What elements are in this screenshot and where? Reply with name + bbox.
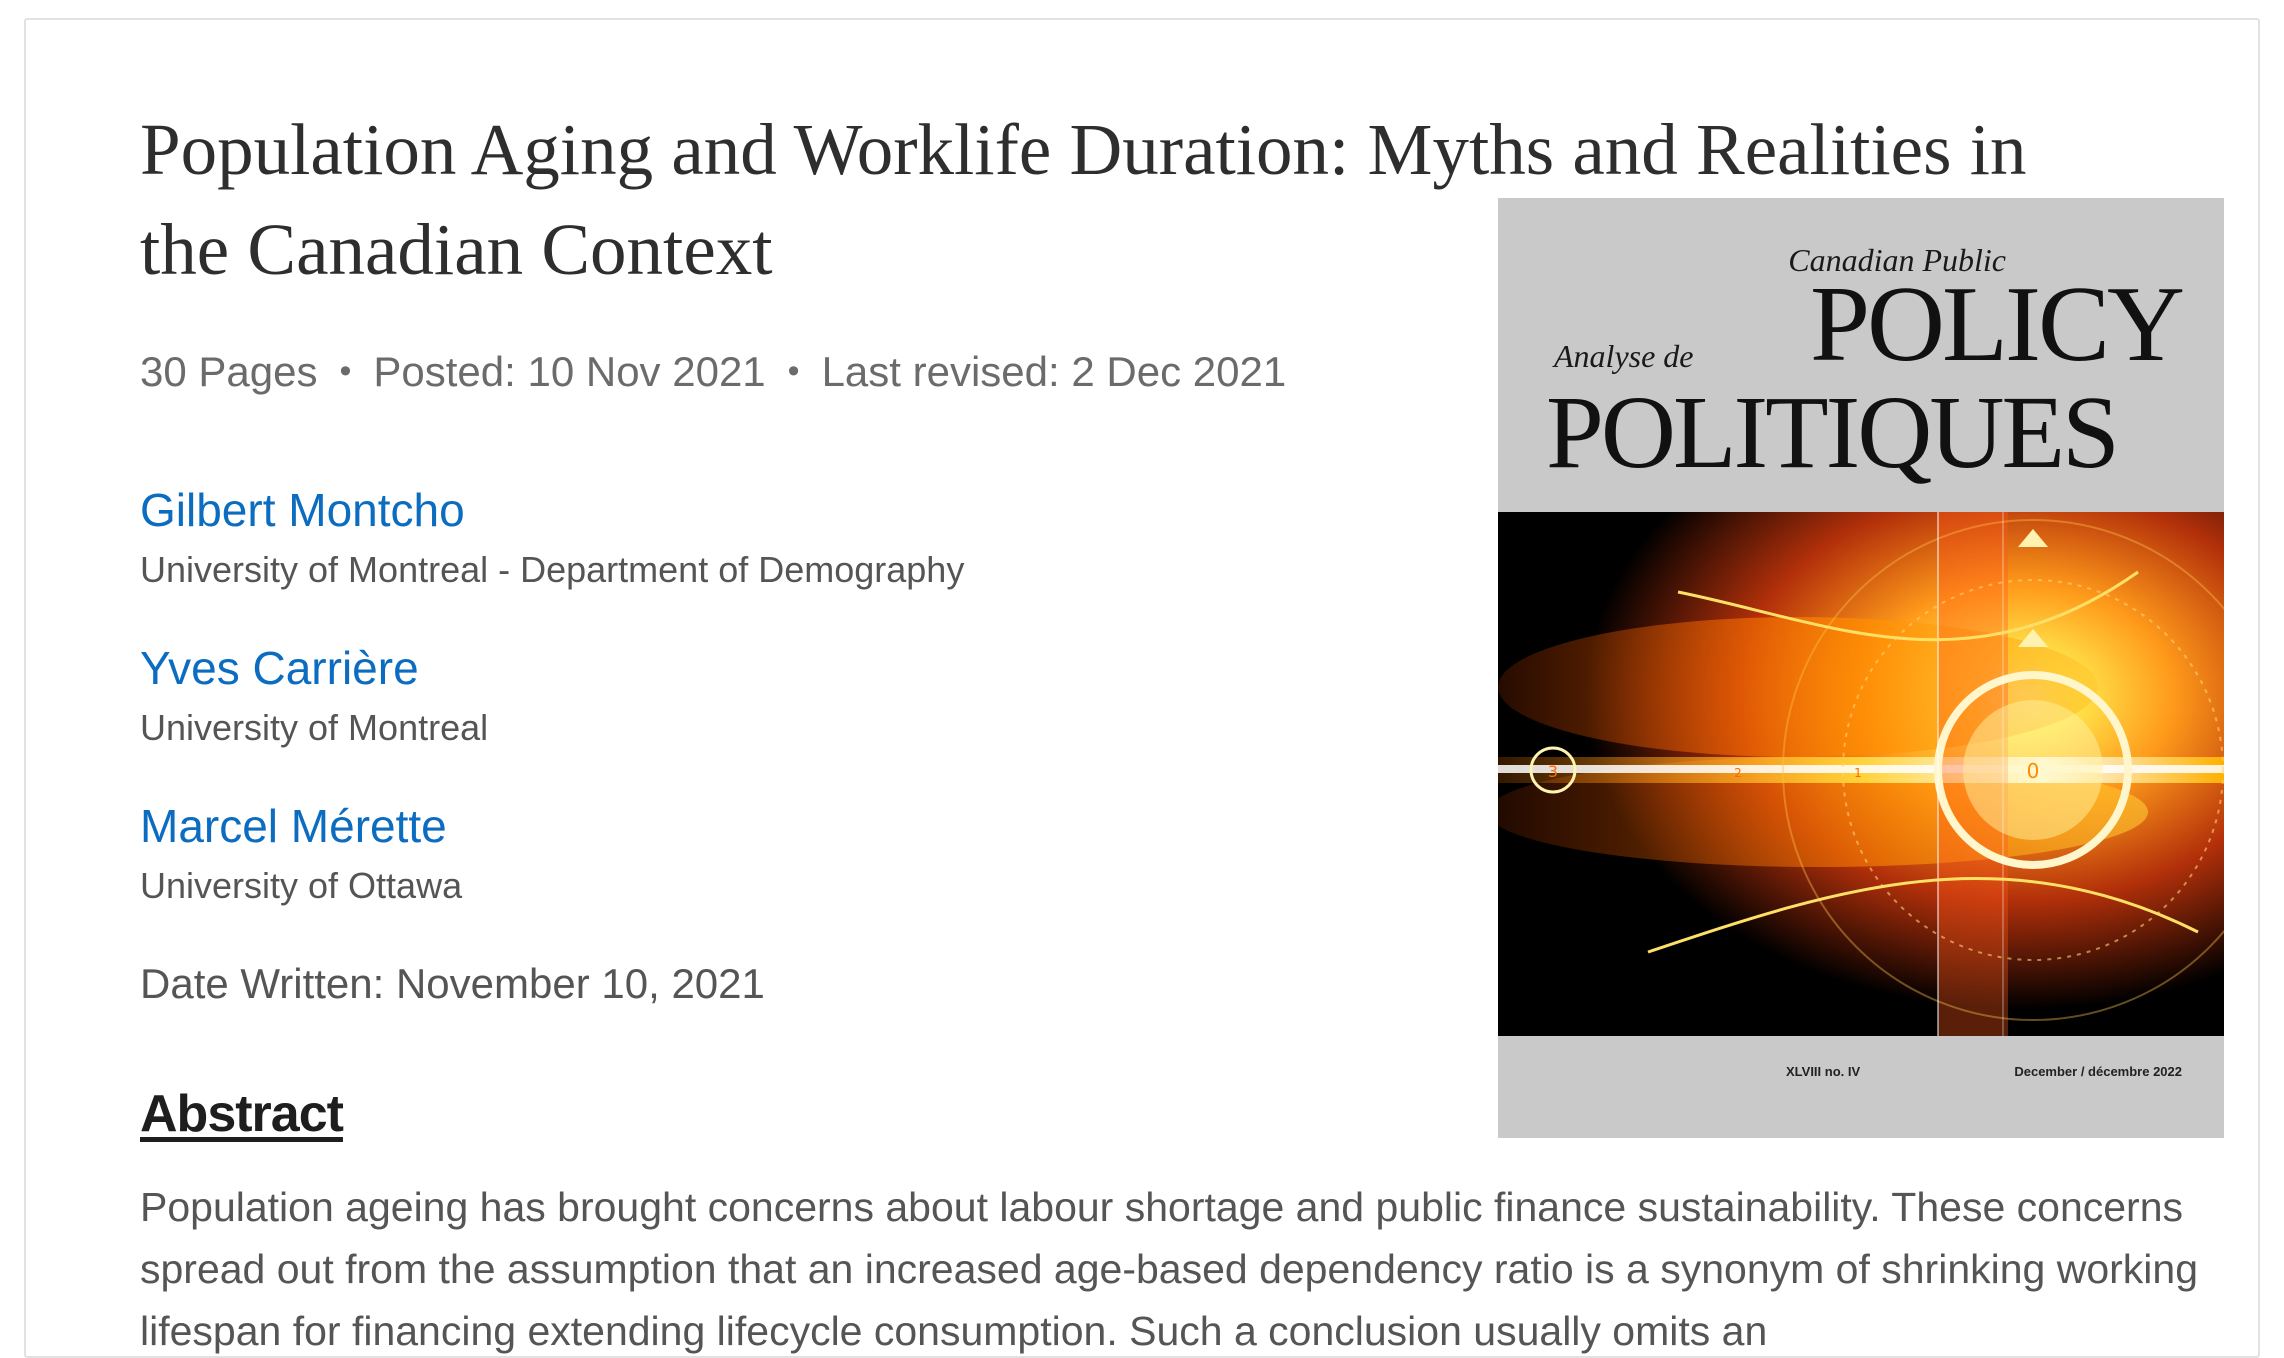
dial-label: 1 — [1854, 766, 1862, 780]
page-count: 30 Pages — [140, 348, 318, 395]
author-entry: Marcel Mérette University of Ottawa — [140, 798, 1440, 910]
dial-label: 0 — [2027, 759, 2040, 783]
abstract-heading: Abstract — [140, 1085, 344, 1143]
cover-canadian-public: Canadian Public — [1788, 242, 2006, 278]
dial-label: 3 — [1548, 762, 1558, 781]
cover-masthead: Canadian Public POLICY Analyse de POLITI… — [1498, 198, 2224, 512]
cover-volume: XLVIII no. IV — [1786, 1064, 1861, 1079]
author-link[interactable]: Yves Carrière — [140, 642, 419, 694]
cover-analyse-de: Analyse de — [1554, 338, 1694, 374]
meta-separator: • — [339, 352, 352, 390]
posted-date: Posted: 10 Nov 2021 — [373, 348, 766, 395]
author-entry: Gilbert Montcho University of Montreal -… — [140, 482, 1440, 594]
author-link[interactable]: Marcel Mérette — [140, 800, 447, 852]
author-affiliation: University of Ottawa — [140, 865, 463, 906]
paper-card: Population Aging and Worklife Duration: … — [24, 18, 2260, 1358]
journal-cover[interactable]: Canadian Public POLICY Analyse de POLITI… — [1498, 198, 2224, 1138]
paper-meta: 30 Pages • Posted: 10 Nov 2021 • Last revise… — [140, 348, 1286, 396]
author-list: Gilbert Montcho University of Montreal -… — [140, 482, 1440, 956]
cover-politiques: POLITIQUES — [1546, 375, 2120, 490]
cover-artwork: 3 2 1 0 — [1498, 512, 2224, 1036]
last-revised-date: Last revised: 2 Dec 2021 — [821, 348, 1287, 395]
dial-label: 2 — [1734, 766, 1742, 780]
author-affiliation: University of Montreal - Department of D… — [140, 549, 965, 590]
cover-artwork-graphic: 3 2 1 0 — [1498, 512, 2224, 1036]
author-entry: Yves Carrière University of Montreal — [140, 640, 1440, 752]
author-affiliation: University of Montreal — [140, 707, 489, 748]
date-written: Date Written: November 10, 2021 — [140, 960, 765, 1007]
meta-separator: • — [787, 352, 800, 390]
abstract-text: Population ageing has brought concerns a… — [140, 1184, 2199, 1354]
paper-title: Population Aging and Worklife Duration: … — [140, 109, 2027, 290]
cover-issue-date: December / décembre 2022 — [2014, 1064, 2182, 1079]
author-link[interactable]: Gilbert Montcho — [140, 484, 465, 536]
cover-policy: POLICY — [1809, 265, 2185, 384]
